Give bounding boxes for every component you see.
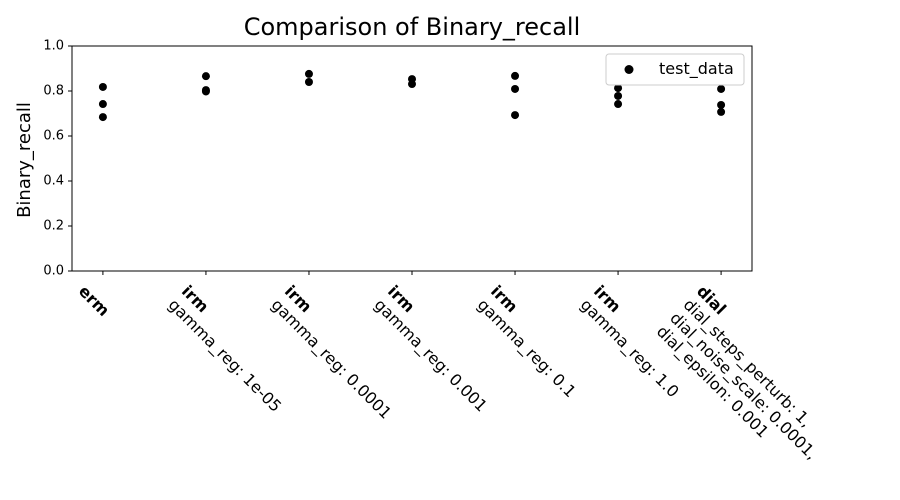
legend-box (605, 53, 745, 86)
data-point (717, 84, 726, 93)
legend-label: test_data (659, 59, 734, 79)
y-tick-label: 1.0 (43, 39, 64, 54)
data-point (717, 107, 726, 116)
y-axis-label: Binary_recall (14, 102, 35, 218)
legend-marker (624, 65, 634, 74)
legend: test_data (605, 53, 745, 86)
data-point (201, 72, 210, 81)
y-tick-label: 0.2 (43, 219, 64, 234)
data-point (98, 82, 107, 91)
data-point (511, 111, 520, 120)
data-point (717, 100, 726, 109)
y-tick-label: 0.6 (43, 129, 64, 144)
data-point (98, 113, 107, 122)
data-point (614, 91, 623, 100)
data-point (614, 84, 623, 93)
data-point (511, 84, 520, 93)
y-tick-label: 0.8 (43, 84, 64, 99)
y-tick-label: 0.0 (43, 264, 64, 279)
chart-title: Comparison of Binary_recall (244, 13, 581, 41)
y-tick-label: 0.4 (43, 174, 64, 189)
data-point (201, 87, 210, 96)
data-point (304, 69, 313, 78)
data-point (98, 100, 107, 109)
data-point (614, 100, 623, 109)
data-point (304, 78, 313, 86)
data-point (511, 71, 520, 80)
data-point (408, 80, 416, 89)
